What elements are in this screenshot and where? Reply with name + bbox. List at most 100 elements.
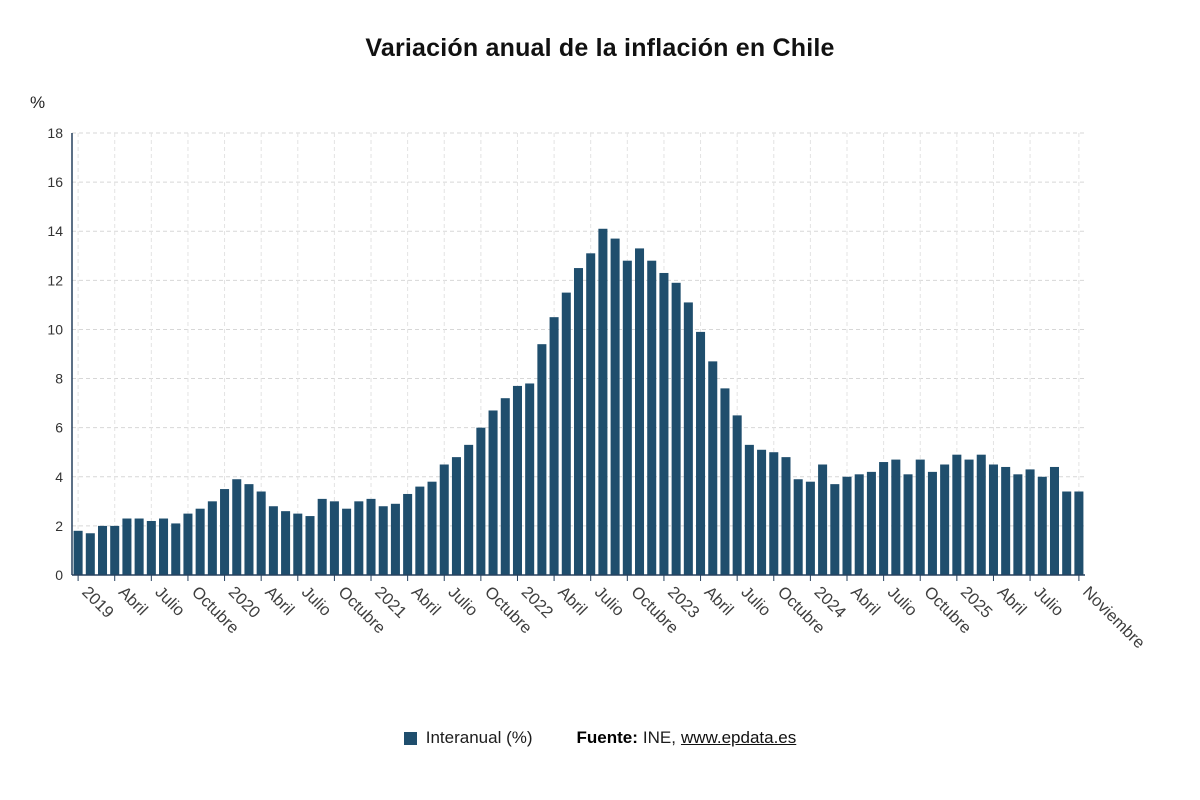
bar[interactable]	[976, 454, 986, 575]
bar[interactable]	[769, 452, 779, 575]
bar[interactable]	[561, 292, 571, 575]
legend-item-interanual[interactable]: Interanual (%)	[403, 728, 533, 748]
bar[interactable]	[390, 503, 400, 575]
bar[interactable]	[830, 484, 840, 575]
bar[interactable]	[464, 444, 474, 575]
bar[interactable]	[573, 268, 584, 575]
bar[interactable]	[1013, 474, 1023, 575]
bar[interactable]	[451, 457, 461, 575]
bar[interactable]	[85, 533, 95, 575]
bar[interactable]	[171, 523, 181, 575]
bar[interactable]	[244, 484, 254, 575]
bar[interactable]	[256, 491, 266, 575]
bar[interactable]	[159, 518, 169, 575]
bar[interactable]	[415, 486, 425, 575]
bar[interactable]	[366, 498, 376, 575]
bar[interactable]	[1062, 491, 1072, 575]
bar[interactable]	[988, 464, 998, 576]
bar[interactable]	[647, 260, 657, 575]
bar[interactable]	[610, 238, 620, 575]
bar[interactable]	[1025, 469, 1035, 575]
bar[interactable]	[317, 498, 327, 575]
bar[interactable]	[635, 248, 645, 575]
bar[interactable]	[879, 462, 889, 575]
bar[interactable]	[378, 506, 388, 575]
bar[interactable]	[122, 518, 132, 575]
bar[interactable]	[403, 493, 413, 575]
bar[interactable]	[207, 501, 217, 575]
bar[interactable]	[268, 506, 278, 575]
bar[interactable]	[1049, 466, 1059, 575]
bar[interactable]	[220, 489, 230, 575]
source-prefix: Fuente:	[576, 728, 638, 747]
bar[interactable]	[537, 344, 547, 575]
bar[interactable]	[500, 398, 510, 575]
bar[interactable]	[354, 501, 364, 575]
bar[interactable]	[964, 459, 974, 575]
bar[interactable]	[866, 471, 876, 575]
bar[interactable]	[708, 361, 718, 575]
bar[interactable]	[134, 518, 144, 575]
bar[interactable]	[1074, 491, 1084, 575]
bar[interactable]	[757, 449, 767, 575]
bar[interactable]	[671, 282, 681, 575]
x-tick-label: Julio	[884, 583, 921, 620]
bar[interactable]	[1001, 466, 1011, 575]
bar[interactable]	[781, 457, 791, 575]
x-tick-label: Julio	[591, 583, 628, 620]
bar[interactable]	[476, 427, 486, 575]
bar[interactable]	[720, 388, 730, 575]
bar[interactable]	[73, 530, 83, 575]
bar[interactable]	[305, 516, 315, 575]
bar[interactable]	[952, 454, 962, 575]
x-tick-label: Abril	[115, 583, 151, 619]
bar[interactable]	[342, 508, 352, 575]
bar[interactable]	[805, 481, 815, 575]
source-agency: INE,	[642, 728, 676, 747]
bar[interactable]	[549, 317, 559, 575]
bar[interactable]	[439, 464, 449, 576]
x-tick-label: Abril	[847, 583, 883, 619]
bar[interactable]	[659, 272, 669, 575]
bar[interactable]	[146, 520, 156, 575]
bar[interactable]	[1037, 476, 1047, 575]
bar[interactable]	[683, 302, 693, 575]
bar[interactable]	[842, 476, 852, 575]
bar[interactable]	[903, 474, 913, 575]
y-axis-unit-label: %	[30, 93, 46, 112]
x-tick-label: Julio	[151, 583, 188, 620]
bar[interactable]	[598, 228, 608, 575]
chart-footer: Interanual (%) Fuente: INE, www.epdata.e…	[0, 728, 1200, 748]
bar[interactable]	[488, 410, 498, 575]
bar[interactable]	[512, 385, 522, 575]
bar[interactable]	[696, 331, 706, 575]
bar[interactable]	[915, 459, 925, 575]
bar[interactable]	[98, 525, 108, 575]
bar[interactable]	[329, 501, 339, 575]
x-tick-label: Abril	[701, 583, 737, 619]
bar[interactable]	[940, 464, 950, 576]
bar[interactable]	[927, 471, 937, 575]
bar[interactable]	[110, 525, 120, 575]
source-link[interactable]: www.epdata.es	[680, 728, 797, 747]
bar[interactable]	[744, 444, 754, 575]
legend-swatch-icon	[403, 731, 417, 745]
y-tick-label: 2	[55, 518, 63, 534]
bar[interactable]	[732, 415, 742, 575]
bar[interactable]	[818, 464, 828, 576]
bar[interactable]	[525, 383, 535, 575]
bar[interactable]	[622, 260, 632, 575]
bar[interactable]	[854, 474, 864, 575]
bar[interactable]	[232, 479, 242, 575]
bar[interactable]	[281, 511, 291, 575]
y-tick-label: 14	[47, 223, 63, 239]
bar[interactable]	[195, 508, 205, 575]
bar[interactable]	[793, 479, 803, 575]
bar[interactable]	[586, 253, 596, 575]
bar[interactable]	[183, 513, 193, 575]
bar[interactable]	[427, 481, 437, 575]
bar[interactable]	[293, 513, 303, 575]
bar[interactable]	[891, 459, 901, 575]
